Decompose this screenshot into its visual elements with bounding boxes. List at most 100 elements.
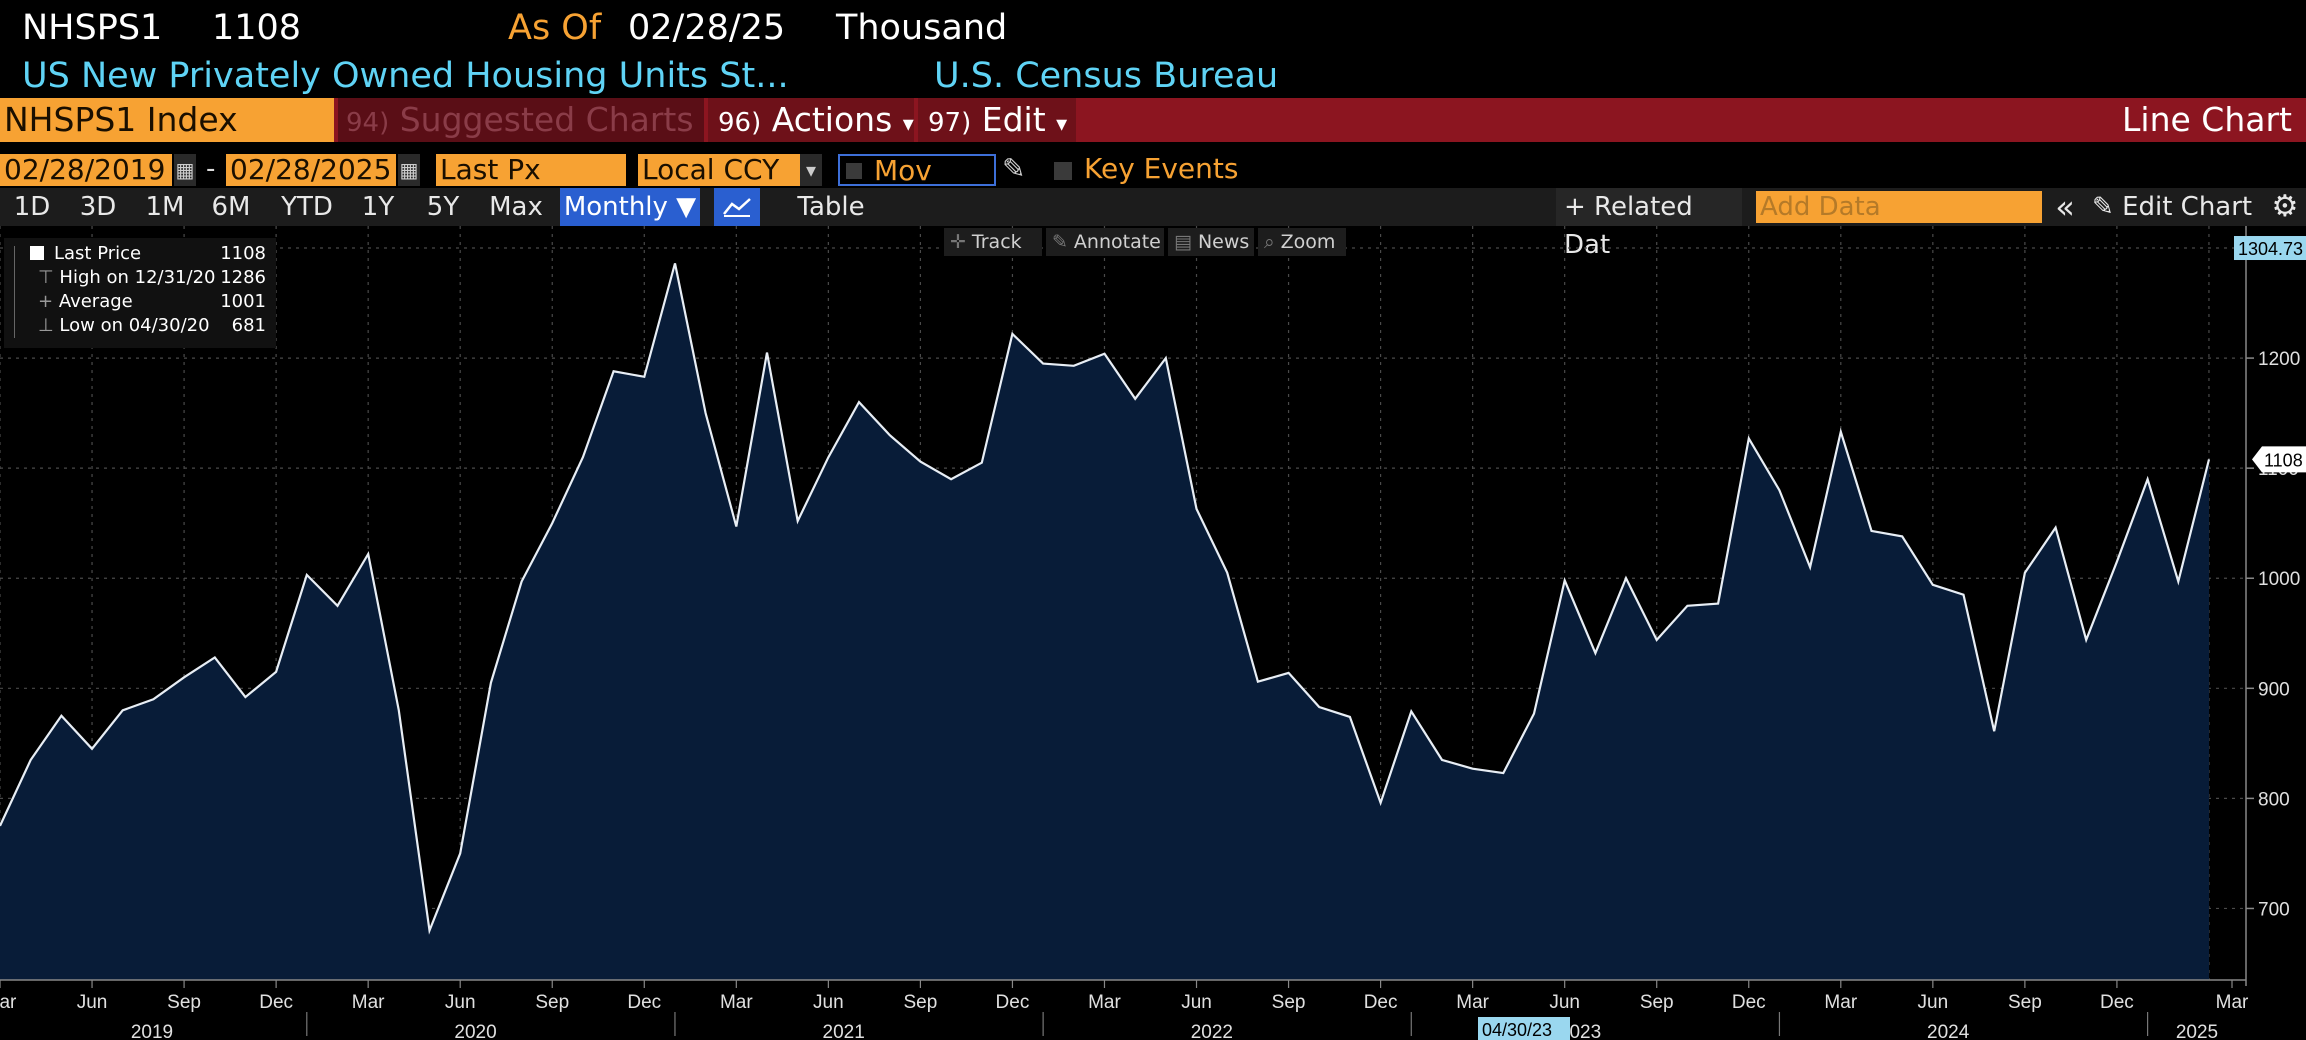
x-axis: Mar Jun Sep Dec Mar Jun Sep Dec Mar Jun Sep Dec Mar J… xyxy=(0,979,2249,1040)
frequency-select[interactable]: Monthly ▼ xyxy=(560,188,700,226)
legend-label: Low on 04/30/20 xyxy=(59,315,210,336)
track-button[interactable]: ✛ Track xyxy=(944,228,1042,256)
actions-num: 96) xyxy=(718,108,762,138)
chevron-down-icon[interactable]: ▾ xyxy=(800,154,822,186)
average-marker-icon: + xyxy=(38,291,59,312)
zoom-button[interactable]: ⌕ Zoom xyxy=(1258,228,1346,256)
x-month-label: Mar xyxy=(720,992,753,1013)
description: US New Privately Owned Housing Units St.… xyxy=(22,56,789,96)
low-marker-icon: ⊥ xyxy=(38,315,60,336)
legend-label: High on 12/31/20 xyxy=(59,267,216,288)
end-date-field[interactable]: 02/28/2025 xyxy=(226,154,396,186)
x-month-label: Jun xyxy=(77,992,108,1013)
x-month-label: Mar xyxy=(0,992,17,1013)
pencil-icon[interactable]: ✎ xyxy=(1002,152,1026,185)
y-tick-label: 800 xyxy=(2258,789,2290,810)
x-month-label: Mar xyxy=(1088,992,1121,1013)
range-3d[interactable]: 3D xyxy=(79,192,117,222)
x-month-label: Jun xyxy=(445,992,476,1013)
x-year-label: 2020 xyxy=(454,1022,496,1040)
pencil-icon: ✎ xyxy=(1052,231,1068,253)
range-ytd[interactable]: YTD xyxy=(281,192,333,222)
top-value-label: 1304.73 xyxy=(2238,239,2303,259)
legend-row-high: ⊤ High on 12/31/20 1286 xyxy=(38,266,274,290)
chevron-down-icon: ▾ xyxy=(1056,112,1068,137)
security-header: NHSPS1 1108 As Of 02/28/25 Thousand xyxy=(0,0,2306,56)
x-month-label: Jun xyxy=(1181,992,1212,1013)
x-month-label: Dec xyxy=(2100,992,2134,1013)
x-month-label: Sep xyxy=(1272,992,1306,1013)
range-1m[interactable]: 1M xyxy=(145,192,185,222)
annotate-button[interactable]: ✎ Annotate xyxy=(1046,228,1164,256)
edit-chart-button[interactable]: ✎ Edit Chart xyxy=(2092,188,2272,226)
range-5y[interactable]: 5Y xyxy=(426,192,460,222)
x-month-label: Sep xyxy=(167,992,201,1013)
y-tick-label: 1000 xyxy=(2258,569,2300,590)
range-1d[interactable]: 1D xyxy=(13,192,51,222)
x-month-label: Dec xyxy=(1364,992,1398,1013)
x-month-label: Sep xyxy=(1640,992,1674,1013)
actions-menu[interactable]: 96) Actions ▾ xyxy=(708,98,914,142)
y-tick-label: 1200 xyxy=(2258,349,2300,370)
x-year-label: 2024 xyxy=(1927,1022,1970,1040)
range-1y[interactable]: 1Y xyxy=(361,192,395,222)
line-chart-icon[interactable] xyxy=(714,188,760,226)
suggested-charts-menu[interactable]: 94) Suggested Charts ▾ xyxy=(338,98,704,184)
edit-label: Edit xyxy=(981,100,1046,139)
index-field[interactable]: NHSPS1 Index xyxy=(0,98,334,142)
legend-value: 1001 xyxy=(220,291,266,312)
units-label: Thousand xyxy=(836,8,1008,48)
x-year-label: 2025 xyxy=(2176,1022,2218,1040)
highlight-date-box xyxy=(1478,1017,1570,1040)
line-chart-icon-graphic xyxy=(723,198,751,217)
news-icon: ▤ xyxy=(1174,231,1192,253)
series-line xyxy=(0,263,2211,935)
series-area xyxy=(0,263,2209,980)
checkbox[interactable] xyxy=(846,163,862,179)
gear-icon[interactable]: ⚙ xyxy=(2271,189,2299,224)
x-year-label: 2019 xyxy=(131,1022,173,1040)
x-month-label: Jun xyxy=(813,992,844,1013)
x-month-label: Dec xyxy=(1732,992,1766,1013)
x-month-label: Sep xyxy=(535,992,569,1013)
as-of-label: As Of xyxy=(508,8,602,48)
checkbox[interactable] xyxy=(1054,162,1072,180)
news-label: News xyxy=(1197,231,1250,253)
key-events-label[interactable]: Key Events xyxy=(1084,152,1239,185)
start-date-field[interactable]: 02/28/2019 xyxy=(0,154,172,186)
currency-select[interactable]: Local CCY xyxy=(638,154,800,186)
y-tick-label: 900 xyxy=(2258,679,2290,700)
last-value-box xyxy=(2252,446,2306,473)
range-6m[interactable]: 6M xyxy=(211,192,251,222)
menu-bar: NHSPS1 Index 94) Suggested Charts ▾ 96) … xyxy=(0,98,2306,184)
field-select[interactable]: Last Px xyxy=(436,154,626,186)
zoom-label: Zoom xyxy=(1280,231,1336,253)
last-value-label: 1108 xyxy=(2264,450,2303,470)
collapse-icon[interactable]: « xyxy=(2055,188,2075,226)
legend-row-last: Last Price 1108 xyxy=(54,242,274,266)
highlight-date-label: 04/30/23 xyxy=(1482,1020,1552,1040)
add-data-input[interactable]: Add Data xyxy=(1756,191,2042,223)
legend-value: 1286 xyxy=(220,267,266,288)
track-label: Track xyxy=(971,231,1022,253)
range-bar: 1D 3D 1M 6M YTD 1Y 5Y Max Monthly ▼ Tabl… xyxy=(0,188,2306,260)
news-button[interactable]: ▤ News xyxy=(1168,228,1254,256)
edit-chart-label: Edit Chart xyxy=(2122,192,2253,222)
suggested-label: Suggested Charts xyxy=(399,100,694,139)
mov-avgs-toggle[interactable]: Mov Avgs xyxy=(838,154,996,220)
edit-menu[interactable]: 97) Edit ▾ xyxy=(918,98,1076,142)
chart-legend: Last Price 1108 ⊤ High on 12/31/20 1286 … xyxy=(4,238,276,348)
related-data-button[interactable]: + Related Dat xyxy=(1556,188,1742,260)
search-icon: ⌕ xyxy=(1264,231,1275,253)
legend-value: 1108 xyxy=(220,243,266,264)
table-button[interactable]: Table xyxy=(797,192,865,222)
x-month-label: Jun xyxy=(1918,992,1949,1013)
calendar-icon[interactable]: ▦ xyxy=(398,154,420,186)
x-year-label: 2022 xyxy=(1191,1022,1233,1040)
chevron-down-icon: ▾ xyxy=(902,112,914,137)
range-max[interactable]: Max xyxy=(489,192,543,222)
high-marker-icon: ⊤ xyxy=(38,267,60,288)
calendar-icon[interactable]: ▦ xyxy=(174,154,196,186)
x-month-label: Mar xyxy=(1824,992,1857,1013)
